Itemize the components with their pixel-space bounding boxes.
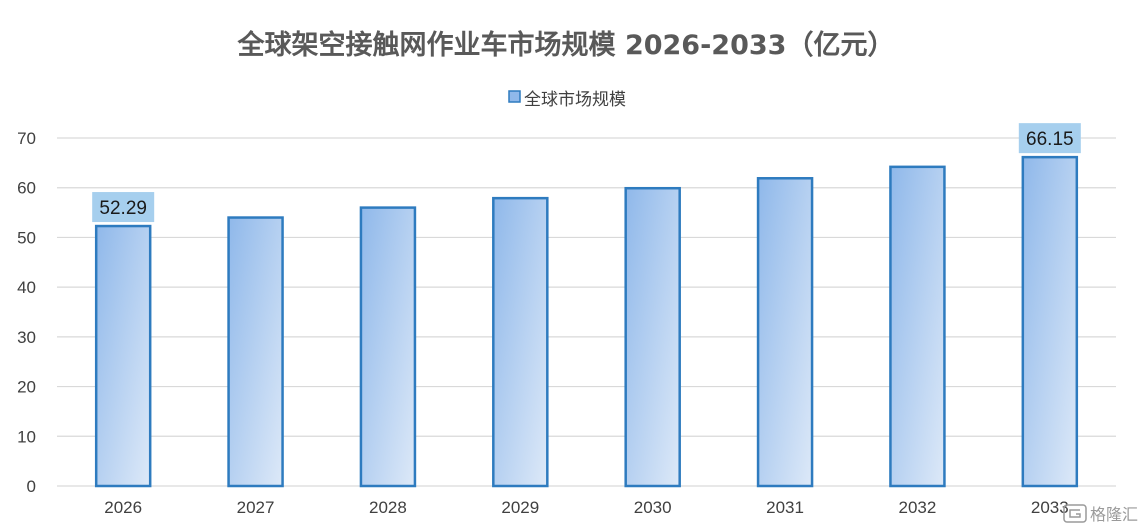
y-tick-label: 40 [17,278,36,297]
x-axis-ticks: 2026 2027 2028 2029 2030 2031 2032 2033 [104,498,1068,517]
data-label-text: 52.29 [99,198,147,219]
x-tick-label: 2030 [634,498,672,517]
data-label-box [92,192,155,223]
bar-2031 [756,177,814,488]
y-tick-label: 60 [17,179,36,198]
bar-2030 [624,186,681,488]
bars [94,155,1079,488]
legend: 全球市场规模 [508,90,626,110]
y-tick-label: 70 [17,129,36,148]
y-tick-label: 20 [17,378,36,397]
data-label-2026: 52.29 [92,192,155,223]
watermark-text: 格隆汇 [1090,505,1138,524]
y-tick-label: 30 [17,328,36,347]
x-tick-label: 2026 [104,498,142,517]
data-label-text: 66.15 [1026,129,1074,150]
x-tick-label: 2032 [899,498,937,517]
data-labels: 52.29 66.15 [92,123,1081,223]
x-tick-label: 2031 [766,498,804,517]
legend-label: 全球市场规模 [524,90,626,110]
chart-title: 全球架空接触网作业车市场规模 2026-2033（亿元） [237,29,895,61]
x-tick-label: 2028 [369,498,407,517]
x-tick-label: 2027 [237,498,275,517]
bar-2027 [227,216,284,488]
bar-2026 [94,224,152,488]
bar-2033 [1021,155,1079,488]
gelonghui-logo-icon [1063,504,1087,523]
y-tick-label: 50 [17,228,36,247]
data-label-box [1018,123,1081,154]
gridlines [57,137,1116,487]
y-tick-label: 0 [27,477,36,496]
bar-2032 [889,165,946,488]
x-tick-label: 2029 [501,498,539,517]
bar-2028 [359,206,417,488]
y-tick-label: 10 [17,427,36,446]
y-axis-ticks: 0 10 20 30 40 50 60 70 [17,129,36,496]
x-tick-label: 2033 [1031,498,1069,517]
data-label-2033: 66.15 [1018,123,1081,154]
bar-2029 [492,196,549,488]
legend-swatch [508,90,521,103]
watermark: 格隆汇 [1063,504,1138,524]
